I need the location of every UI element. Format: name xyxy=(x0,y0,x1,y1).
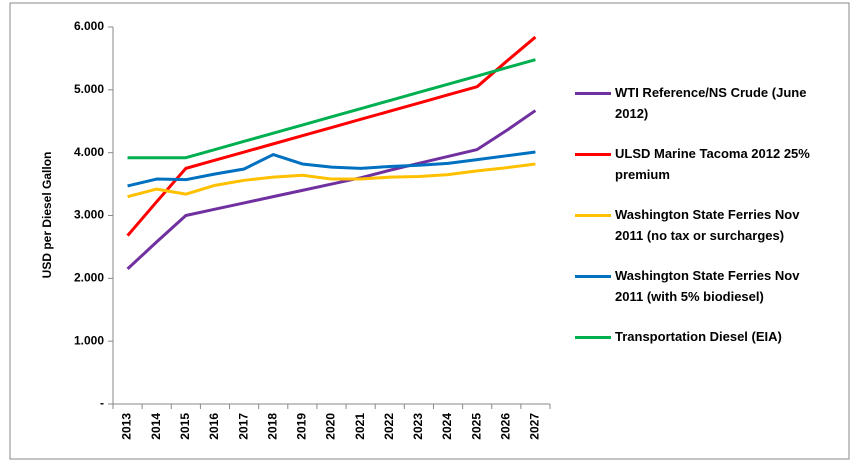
x-tick-label: 2015 xyxy=(178,413,192,440)
legend-swatch xyxy=(575,214,611,217)
legend-item: Transportation Diesel (EIA) xyxy=(575,326,825,347)
y-tick-label: - xyxy=(100,396,104,410)
y-tick-label: 5.000 xyxy=(74,82,104,96)
legend-item: Washington State Ferries Nov 2011 (no ta… xyxy=(575,204,825,246)
x-tick-label: 2026 xyxy=(498,413,512,440)
x-tick-label: 2027 xyxy=(528,413,542,440)
legend-label: Washington State Ferries Nov 2011 (no ta… xyxy=(615,207,800,243)
x-tick-label: 2025 xyxy=(469,413,483,440)
x-tick-label: 2023 xyxy=(411,413,425,440)
y-tick-label: 1.000 xyxy=(74,333,104,347)
x-tick-label: 2013 xyxy=(120,413,134,440)
chart-border xyxy=(9,2,850,460)
legend-label: Washington State Ferries Nov 2011 (with … xyxy=(615,268,800,304)
legend-swatch xyxy=(575,92,611,95)
legend-swatch xyxy=(575,336,611,339)
legend-label: WTI Reference/NS Crude (June 2012) xyxy=(615,85,807,121)
y-tick-label: 4.000 xyxy=(74,145,104,159)
legend-item: ULSD Marine Tacoma 2012 25% premium xyxy=(575,143,825,185)
y-tick-label: 2.000 xyxy=(74,271,104,285)
x-tick-label: 2021 xyxy=(353,413,367,440)
legend-item: Washington State Ferries Nov 2011 (with … xyxy=(575,265,825,307)
y-tick-label: 6.000 xyxy=(74,19,104,33)
legend: WTI Reference/NS Crude (June 2012) ULSD M… xyxy=(575,82,825,366)
y-tick-label: 3.000 xyxy=(74,208,104,222)
legend-label: ULSD Marine Tacoma 2012 25% premium xyxy=(615,146,810,182)
legend-item: WTI Reference/NS Crude (June 2012) xyxy=(575,82,825,124)
series-line xyxy=(127,150,536,188)
x-tick-label: 2024 xyxy=(440,413,454,440)
x-tick-label: 2017 xyxy=(236,413,250,440)
legend-label: Transportation Diesel (EIA) xyxy=(615,329,782,344)
series-line xyxy=(126,35,537,237)
series-line xyxy=(127,162,536,199)
x-tick-label: 2019 xyxy=(295,413,309,440)
legend-swatch xyxy=(575,275,611,278)
x-tick-label: 2018 xyxy=(265,413,279,440)
x-tick-label: 2016 xyxy=(207,413,221,440)
x-tick-label: 2022 xyxy=(382,413,396,440)
x-tick-label: 2014 xyxy=(149,413,163,440)
series-line xyxy=(126,109,537,271)
x-tick-label: 2020 xyxy=(324,413,338,440)
series-line xyxy=(127,58,536,160)
legend-swatch xyxy=(575,153,611,156)
y-axis-label: USD per Diesel Gallon xyxy=(40,152,54,279)
